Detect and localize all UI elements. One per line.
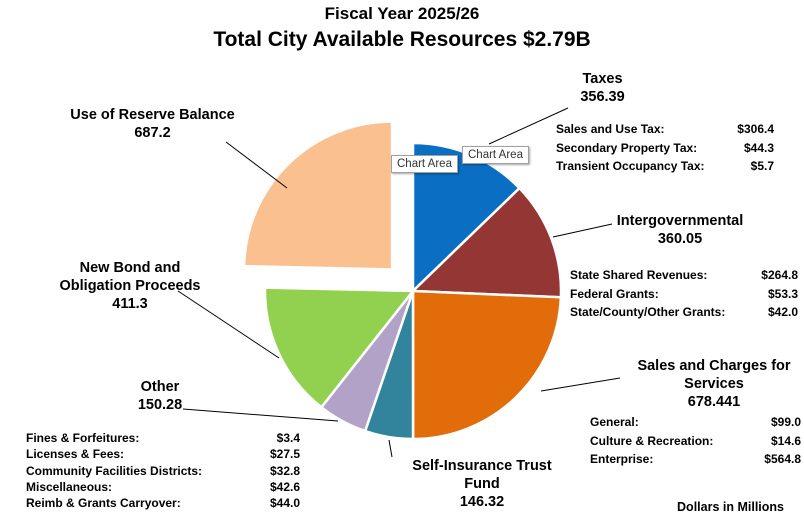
leader-line — [388, 439, 393, 458]
label-new-bond-value: 411.3 — [112, 296, 148, 312]
label-use-of-reserve: Use of Reserve Balance 687.2 — [60, 106, 245, 142]
breakdown-row: State/County/Other Grants: $42.0 — [570, 305, 798, 319]
label-self-insurance: Self-Insurance Trust Fund 146.32 — [402, 457, 562, 511]
leader-line — [540, 377, 621, 392]
breakdown-sales-charges: General: $99.0 Culture & Recreation: $14.6… — [590, 413, 801, 469]
breakdown-row: Licenses & Fees: $27.5 — [26, 447, 300, 462]
breakdown-row: Sales and Use Tax: $306.4 — [556, 122, 774, 136]
label-sales-charges-name: Sales and Charges for Services — [637, 358, 791, 392]
leader-line — [177, 290, 280, 359]
breakdown-row: Federal Grants: $53.3 — [570, 286, 798, 301]
label-self-insurance-name: Self-Insurance Trust Fund — [412, 458, 552, 492]
chart-subtitle: Total City Available Resources $2.79B — [213, 28, 591, 51]
label-other: Other 150.28 — [115, 378, 205, 414]
label-new-bond: New Bond and Obligation Proceeds 411.3 — [40, 259, 220, 313]
breakdown-row: Secondary Property Tax: $44.3 — [556, 140, 774, 155]
leader-line — [182, 408, 339, 422]
leader-line — [488, 107, 569, 145]
leader-line — [552, 223, 613, 238]
label-intergovernmental: Intergovernmental 360.05 — [600, 212, 760, 248]
breakdown-row: Miscellaneous: $42.6 — [26, 479, 300, 494]
label-taxes-name: Taxes — [582, 71, 623, 87]
label-use-of-reserve-value: 687.2 — [134, 125, 171, 141]
label-new-bond-name: New Bond and Obligation Proceeds — [59, 260, 201, 294]
label-intergovernmental-value: 360.05 — [657, 231, 703, 247]
label-taxes-value: 356.39 — [580, 89, 625, 105]
breakdown-row: Fines & Forfeitures: $3.4 — [26, 431, 300, 445]
pie-slice-sales-and-charges-for-services — [411, 289, 563, 441]
label-use-of-reserve-name: Use of Reserve Balance — [70, 107, 235, 123]
label-taxes: Taxes 356.39 — [540, 70, 665, 106]
units-note: Dollars in Millions — [677, 500, 784, 514]
breakdown-row: Transient Occupancy Tax: $5.7 — [556, 159, 774, 173]
breakdown-intergovernmental: State Shared Revenues: $264.8 Federal Gra… — [570, 266, 798, 322]
breakdown-row: State Shared Revenues: $264.8 — [570, 268, 798, 282]
label-intergovernmental-name: Intergovernmental — [616, 213, 744, 229]
label-sales-charges: Sales and Charges for Services 678.441 — [628, 357, 800, 411]
breakdown-row: General: $99.0 — [590, 415, 801, 429]
label-sales-charges-value: 678.441 — [687, 394, 741, 410]
pie-slice-intergovernmental — [410, 186, 563, 299]
breakdown-other: Fines & Forfeitures: $3.4 Licenses & Fees… — [26, 430, 300, 511]
pie-slice-use-of-reserve-balance — [242, 120, 394, 271]
label-other-value: 150.28 — [137, 397, 183, 413]
leader-line — [225, 141, 288, 189]
breakdown-row: Culture & Recreation: $14.6 — [590, 433, 801, 448]
chart-title: Fiscal Year 2025/26 — [324, 4, 480, 23]
breakdown-row: Reimb & Grants Carryover: $44.0 — [26, 496, 300, 511]
label-self-insurance-value: 146.32 — [459, 494, 505, 510]
pie-slice-new-bond-and-obligation-proceeds — [263, 286, 416, 409]
chart-area-tooltip: Chart Area — [391, 155, 458, 173]
breakdown-row: Enterprise: $564.8 — [590, 452, 801, 466]
chart-area-tooltip-2: Chart Area — [462, 146, 529, 164]
breakdown-taxes: Sales and Use Tax: $306.4 Secondary Prope… — [556, 120, 774, 176]
breakdown-row: Community Facilities Districts: $32.8 — [26, 463, 300, 478]
label-other-name: Other — [140, 379, 180, 395]
